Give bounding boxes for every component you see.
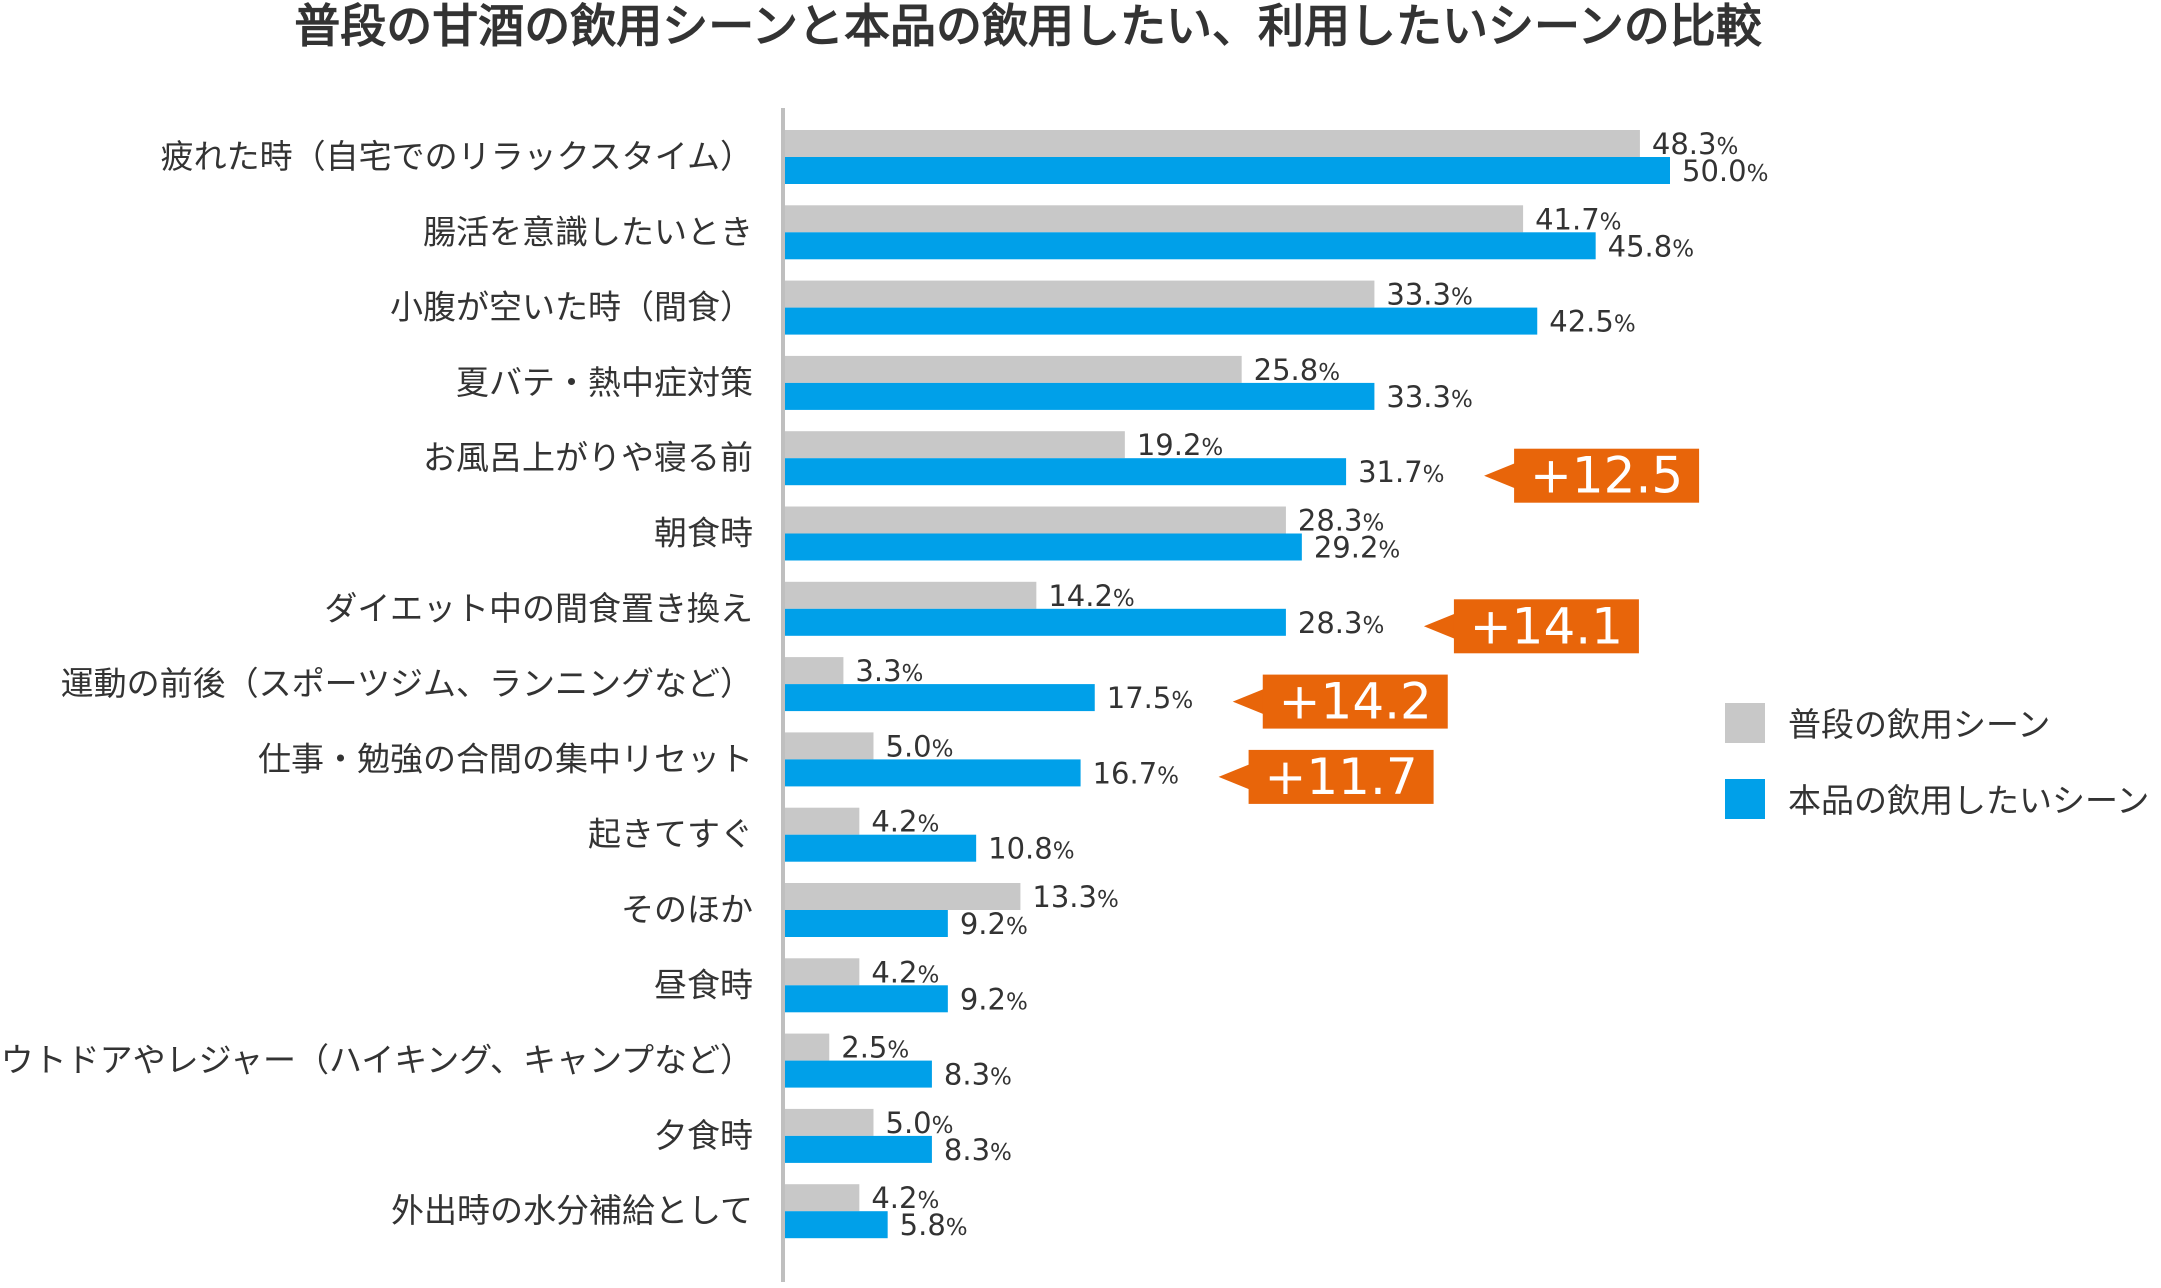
difference-callout: +11.7 — [1218, 748, 1434, 806]
callout-text: +14.2 — [1279, 673, 1432, 731]
category-label: 昼食時 — [654, 965, 753, 1004]
bar-desired — [785, 985, 948, 1013]
bar-usual — [785, 657, 844, 685]
bar-usual — [785, 130, 1640, 157]
bar-usual — [785, 280, 1375, 308]
category-label: 疲れた時（自宅でのリラックスタイム） — [161, 137, 753, 176]
bar-usual — [785, 1184, 860, 1212]
callout-text: +12.5 — [1530, 447, 1683, 505]
category-label: 小腹が空いた時（間食） — [390, 288, 753, 327]
callout-pointer — [1423, 613, 1456, 640]
data-label: 5.8% — [900, 1208, 968, 1242]
callout-box — [1514, 448, 1700, 503]
category-label: ダイエット中の間食置き換え — [324, 589, 753, 628]
callout-box — [1262, 674, 1448, 729]
bar-desired — [785, 1060, 932, 1088]
bar-desired — [785, 759, 1081, 787]
bar-usual — [785, 1033, 830, 1061]
data-label: 9.2% — [960, 982, 1028, 1016]
data-label: 33.3% — [1386, 380, 1472, 414]
category-label: そのほか — [621, 890, 753, 929]
callout-text: +14.1 — [1470, 597, 1623, 655]
bar-desired — [785, 1135, 932, 1163]
callout-text: +11.7 — [1264, 748, 1417, 806]
difference-callout: +14.1 — [1423, 597, 1639, 655]
data-label: 19.2% — [1137, 428, 1223, 462]
bar-usual — [785, 355, 1242, 383]
bar-usual — [785, 1108, 874, 1136]
data-label: 33.3% — [1386, 278, 1472, 312]
bar-usual — [785, 431, 1125, 459]
chart-title: 普段の甘酒の飲用シーンと本品の飲用したい、利用したいシーンの比較 — [294, 0, 1762, 53]
data-label: 4.2% — [871, 955, 939, 989]
callout-pointer — [1484, 462, 1517, 489]
data-label: 4.2% — [871, 805, 939, 839]
bar-usual — [785, 807, 860, 835]
callout-pointer — [1232, 688, 1265, 715]
bar-desired — [785, 1211, 888, 1239]
legend-swatch — [1725, 703, 1765, 743]
data-label: 4.2% — [871, 1181, 939, 1215]
legend-swatch — [1725, 779, 1765, 819]
data-label: 42.5% — [1549, 305, 1635, 339]
bar-usual — [785, 581, 1037, 609]
category-label: 仕事・勉強の合間の集中リセット — [258, 739, 753, 778]
legend-label: 普段の飲用シーン — [1788, 705, 2050, 744]
category-label: 夕食時 — [654, 1116, 753, 1155]
data-label: 2.5% — [841, 1031, 909, 1065]
data-label: 31.7% — [1358, 455, 1444, 489]
data-label: 5.0% — [886, 729, 954, 763]
bar-desired — [785, 834, 977, 862]
bar-desired — [785, 458, 1347, 486]
data-label: 17.5% — [1107, 681, 1193, 715]
callout-pointer — [1218, 763, 1251, 790]
data-label: 10.8% — [988, 832, 1074, 866]
data-label: 5.0% — [886, 1106, 954, 1140]
data-label: 9.2% — [960, 907, 1028, 941]
callout-box — [1453, 599, 1639, 654]
category-label: アウトドアやレジャー（ハイキング、キャンプなど） — [0, 1041, 753, 1080]
bar-desired — [785, 684, 1095, 712]
bar-desired — [785, 382, 1375, 410]
bars-layer: 疲れた時（自宅でのリラックスタイム） 48.3%50.0% 腸活を意識したいとき 41… — [0, 127, 1768, 1242]
data-label: 28.3% — [1298, 504, 1384, 538]
bar-desired — [785, 307, 1538, 335]
category-label: 起きてすぐ — [588, 815, 753, 854]
category-label: 外出時の水分補給として — [391, 1191, 753, 1230]
data-label: 8.3% — [944, 1133, 1012, 1167]
bar-desired — [785, 910, 948, 937]
bar-usual — [785, 506, 1286, 534]
difference-callout: +14.2 — [1232, 673, 1448, 731]
difference-callout: +12.5 — [1484, 447, 1700, 505]
data-label: 48.3% — [1652, 127, 1738, 161]
data-label: 45.8% — [1608, 229, 1694, 263]
bar-usual — [785, 883, 1021, 910]
bar-usual — [785, 205, 1524, 233]
data-label: 28.3% — [1298, 606, 1384, 640]
bar-desired — [785, 533, 1302, 561]
data-label: 16.7% — [1093, 756, 1179, 790]
category-label: 腸活を意識したいとき — [423, 212, 753, 251]
callout-box — [1248, 749, 1434, 804]
data-label: 41.7% — [1535, 202, 1621, 236]
category-label: 夏バテ・熱中症対策 — [456, 363, 753, 402]
bar-desired — [785, 608, 1286, 636]
legend-label: 本品の飲用したいシーン — [1788, 781, 2149, 820]
data-label: 3.3% — [855, 654, 923, 688]
data-label: 50.0% — [1682, 154, 1768, 188]
bar-usual — [785, 732, 874, 760]
bar-usual — [785, 958, 860, 986]
bar-desired — [785, 232, 1596, 260]
data-label: 25.8% — [1254, 353, 1340, 387]
category-label: 運動の前後（スポーツジム、ランニングなど） — [61, 664, 753, 703]
category-label: お風呂上がりや寝る前 — [423, 438, 753, 477]
data-label: 8.3% — [944, 1058, 1012, 1092]
category-label: 朝食時 — [654, 514, 753, 553]
data-label: 14.2% — [1048, 579, 1134, 613]
data-label: 13.3% — [1032, 880, 1118, 914]
bar-desired — [785, 157, 1670, 184]
data-label: 29.2% — [1314, 531, 1400, 565]
